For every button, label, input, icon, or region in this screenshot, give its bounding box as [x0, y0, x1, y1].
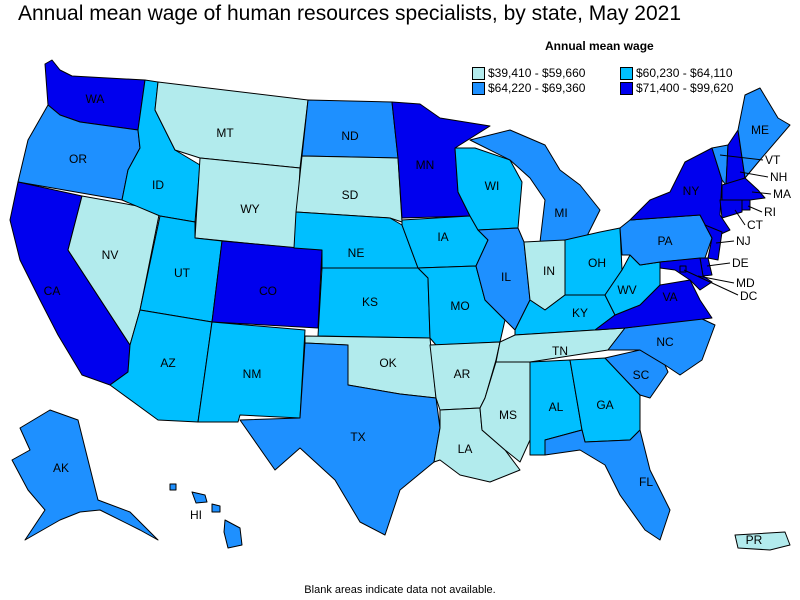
label-KY: KY: [572, 306, 588, 320]
label-MO: MO: [450, 299, 469, 313]
state-HI[interactable]: [169, 483, 243, 549]
state-NJ[interactable]: [704, 224, 723, 261]
state-AK[interactable]: [11, 409, 159, 541]
label-UT: UT: [174, 266, 191, 280]
label-NM: NM: [243, 367, 262, 381]
state-ME[interactable]: [737, 87, 791, 179]
legend-label-4: $71,400 - $99,620: [636, 81, 734, 95]
legend-swatch-1: [472, 66, 485, 80]
legend-label-1: $39,410 - $59,660: [488, 66, 586, 80]
label-NY: NY: [683, 184, 700, 198]
label-TN: TN: [552, 344, 568, 358]
state-CT[interactable]: [719, 199, 743, 219]
label-AZ: AZ: [160, 356, 175, 370]
state-TX[interactable]: [239, 342, 441, 536]
label-VA: VA: [662, 290, 677, 304]
label-PR: PR: [746, 533, 763, 547]
leader-VT: [719, 154, 764, 161]
label-OK: OK: [379, 356, 396, 370]
label-DC: DC: [740, 289, 758, 303]
legend-title: Annual mean wage: [545, 39, 654, 53]
label-AR: AR: [454, 367, 471, 381]
state-DC[interactable]: [679, 265, 687, 273]
label-OR: OR: [69, 152, 87, 166]
label-HI: HI: [190, 508, 202, 522]
label-ME: ME: [751, 123, 769, 137]
legend-item-1: $39,410 - $59,660: [472, 66, 585, 80]
label-WA: WA: [86, 92, 105, 106]
label-AL: AL: [549, 400, 564, 414]
legend-swatch-3: [472, 81, 485, 95]
label-KS: KS: [362, 295, 378, 309]
label-OH: OH: [588, 256, 606, 270]
label-MT: MT: [216, 126, 234, 140]
leader-MD: [697, 275, 735, 284]
legend-swatch-2: [620, 66, 633, 80]
label-CT: CT: [747, 218, 764, 232]
label-CO: CO: [259, 284, 277, 298]
legend-swatch-4: [620, 81, 633, 95]
label-WI: WI: [485, 179, 500, 193]
label-NV: NV: [102, 248, 119, 262]
label-LA: LA: [458, 442, 473, 456]
leader-RI: [747, 205, 763, 213]
label-NH: NH: [770, 170, 787, 184]
leader-DC: [683, 269, 739, 296]
label-MI: MI: [554, 206, 567, 220]
legend-item-3: $64,220 - $69,360: [472, 81, 585, 95]
label-SD: SD: [342, 188, 359, 202]
label-MS: MS: [499, 408, 517, 422]
label-WV: WV: [617, 283, 636, 297]
label-WY: WY: [240, 202, 259, 216]
state-RI[interactable]: [741, 199, 751, 211]
label-TX: TX: [350, 430, 365, 444]
state-MI[interactable]: [469, 129, 601, 243]
label-SC: SC: [633, 368, 650, 382]
leader-NH: [739, 171, 769, 178]
label-ND: ND: [341, 129, 359, 143]
label-DE: DE: [732, 256, 749, 270]
label-RI: RI: [764, 205, 776, 219]
label-CA: CA: [44, 284, 61, 298]
state-IL[interactable]: [475, 227, 531, 331]
label-ID: ID: [152, 178, 164, 192]
label-AK: AK: [53, 461, 69, 475]
state-SD[interactable]: [295, 155, 403, 223]
footnote: Blank areas indicate data not available.: [304, 584, 496, 596]
leader-CT: [734, 209, 746, 226]
label-IA: IA: [437, 230, 448, 244]
label-NC: NC: [656, 335, 674, 349]
label-MA: MA: [773, 187, 791, 201]
label-NJ: NJ: [736, 234, 751, 248]
label-MN: MN: [416, 158, 435, 172]
label-NE: NE: [348, 246, 365, 260]
map-title: Annual mean wage of human resources spec…: [18, 2, 682, 25]
label-PA: PA: [657, 234, 672, 248]
leader-MA: [751, 191, 772, 195]
legend-item-4: $71,400 - $99,620: [620, 81, 733, 95]
state-FL[interactable]: [544, 429, 671, 541]
state-MD[interactable]: [659, 257, 713, 291]
state-NM[interactable]: [197, 321, 306, 423]
label-FL: FL: [639, 475, 653, 489]
label-MD: MD: [736, 276, 755, 290]
legend-label-3: $64,220 - $69,360: [488, 81, 586, 95]
leader-NJ: [715, 240, 735, 244]
state-PR[interactable]: [734, 531, 791, 551]
leader-DE: [706, 262, 731, 267]
legend-label-2: $60,230 - $64,110: [636, 66, 733, 80]
label-VT: VT: [765, 153, 781, 167]
label-GA: GA: [596, 398, 613, 412]
label-IL: IL: [501, 270, 511, 284]
label-IN: IN: [543, 264, 555, 278]
legend-item-2: $60,230 - $64,110: [620, 66, 733, 80]
